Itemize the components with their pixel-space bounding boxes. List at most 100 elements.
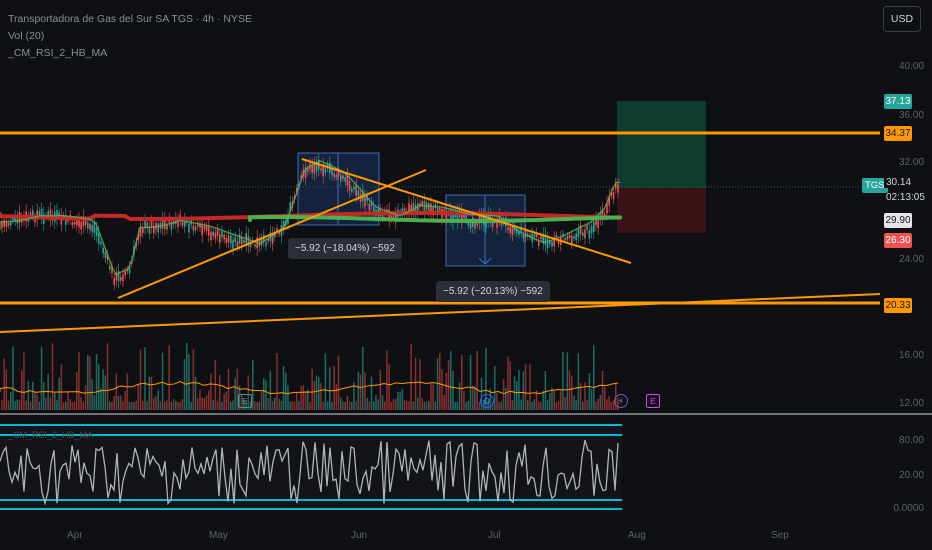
volume-bar bbox=[188, 354, 190, 410]
volume-bar bbox=[21, 370, 23, 410]
volume-bar bbox=[5, 369, 8, 410]
candle-body bbox=[331, 168, 333, 176]
resistance-price-tag: 34.37 bbox=[884, 126, 912, 141]
candle-body bbox=[551, 241, 553, 247]
rising-trendline[interactable] bbox=[117, 169, 427, 299]
volume-bar bbox=[120, 395, 122, 410]
volume-bar bbox=[296, 391, 298, 410]
candle-body bbox=[557, 240, 560, 244]
volume-indicator-label[interactable]: Vol (20) bbox=[8, 30, 45, 42]
volume-ma-line bbox=[0, 381, 619, 395]
candle-body bbox=[593, 221, 595, 232]
candle-body bbox=[533, 234, 536, 238]
volume-bar bbox=[298, 401, 300, 410]
candle-body bbox=[124, 270, 126, 276]
volume-bar bbox=[478, 401, 481, 410]
volume-bar bbox=[60, 364, 63, 410]
volume-bar bbox=[461, 354, 463, 410]
candle-body bbox=[166, 224, 168, 230]
candle-body bbox=[265, 241, 267, 247]
volume-bar bbox=[443, 394, 445, 410]
volume-bar bbox=[560, 390, 562, 410]
falling-trendline[interactable] bbox=[301, 158, 632, 264]
volume-bar bbox=[386, 350, 388, 410]
symbol-tag: TGS bbox=[862, 178, 888, 193]
volume-bar bbox=[538, 401, 540, 410]
currency-button[interactable]: USD bbox=[883, 6, 921, 32]
volume-bar bbox=[40, 346, 43, 410]
candle-body bbox=[355, 185, 357, 196]
candle-body bbox=[201, 224, 203, 236]
volume-bar bbox=[601, 371, 604, 410]
candle-body bbox=[590, 226, 593, 234]
candle-body bbox=[194, 226, 197, 231]
candle-body bbox=[208, 226, 210, 236]
volume-bar bbox=[289, 401, 291, 410]
candle-body bbox=[183, 219, 186, 228]
volume-bar bbox=[29, 401, 32, 410]
volume-bar bbox=[91, 379, 93, 410]
candle-body bbox=[197, 222, 199, 227]
candle-body bbox=[403, 208, 406, 213]
dividend-badge[interactable]: D bbox=[480, 394, 494, 408]
volume-bar bbox=[423, 401, 426, 410]
rsi-axis-label: 20.00 bbox=[898, 470, 924, 481]
candle-body bbox=[522, 234, 525, 239]
candle-body bbox=[32, 210, 34, 217]
volume-bar bbox=[98, 364, 100, 410]
candle-body bbox=[465, 214, 467, 220]
bar-countdown: 02:13:05 bbox=[886, 192, 925, 203]
volume-bar bbox=[71, 402, 74, 410]
volume-bar bbox=[168, 345, 170, 410]
candle-body bbox=[214, 232, 217, 239]
candle-body bbox=[340, 174, 342, 182]
volume-bar bbox=[201, 397, 203, 410]
volume-bar bbox=[203, 398, 206, 410]
volume-bar bbox=[357, 371, 360, 410]
candle-body bbox=[56, 209, 58, 220]
rsi-indicator-label[interactable]: _CM_RSI_2_HB_MA bbox=[8, 47, 108, 59]
long-trendline[interactable] bbox=[0, 293, 881, 333]
volume-bar bbox=[267, 398, 269, 410]
volume-bar bbox=[139, 349, 142, 410]
volume-bar bbox=[109, 401, 111, 410]
candle-body bbox=[485, 219, 487, 228]
volume-bar bbox=[148, 376, 151, 410]
candle-body bbox=[192, 225, 195, 231]
volume-bar bbox=[197, 398, 199, 410]
volume-bar bbox=[219, 374, 221, 410]
time-axis-label: Jul bbox=[488, 530, 501, 541]
candle-body bbox=[120, 276, 122, 281]
candle-body bbox=[205, 226, 208, 231]
volume-bar bbox=[93, 395, 96, 410]
volume-bar bbox=[575, 400, 577, 410]
measure-tooltip-1: −5.92 (−18.04%) −592 bbox=[288, 238, 402, 259]
volume-bar bbox=[599, 394, 602, 410]
candle-body bbox=[412, 202, 415, 214]
volume-bar bbox=[500, 401, 503, 410]
green-ma-line bbox=[248, 215, 622, 224]
earnings-badge[interactable]: E bbox=[238, 394, 252, 408]
drawing-lines[interactable] bbox=[0, 131, 881, 333]
volume-bar bbox=[274, 397, 276, 410]
volume-bar bbox=[122, 401, 124, 410]
volume-bar bbox=[373, 401, 375, 410]
candle-body bbox=[452, 213, 454, 224]
candle-body bbox=[177, 219, 179, 227]
volume-bar bbox=[236, 368, 239, 410]
volume-bar bbox=[243, 400, 245, 410]
volume-bar bbox=[14, 401, 16, 410]
candle-body bbox=[150, 220, 153, 229]
volume-bar bbox=[32, 381, 34, 410]
lightning-icon[interactable]: ⚡ bbox=[614, 394, 628, 408]
candle-body bbox=[390, 215, 393, 219]
upcoming-earnings-badge[interactable]: E bbox=[646, 394, 660, 408]
candle-body bbox=[535, 232, 538, 238]
candle-body bbox=[29, 212, 32, 217]
candle-body bbox=[575, 233, 577, 241]
volume-bar bbox=[45, 397, 47, 410]
volume-bar bbox=[555, 401, 558, 410]
candle-body bbox=[67, 219, 69, 222]
volume-bar bbox=[445, 372, 448, 410]
